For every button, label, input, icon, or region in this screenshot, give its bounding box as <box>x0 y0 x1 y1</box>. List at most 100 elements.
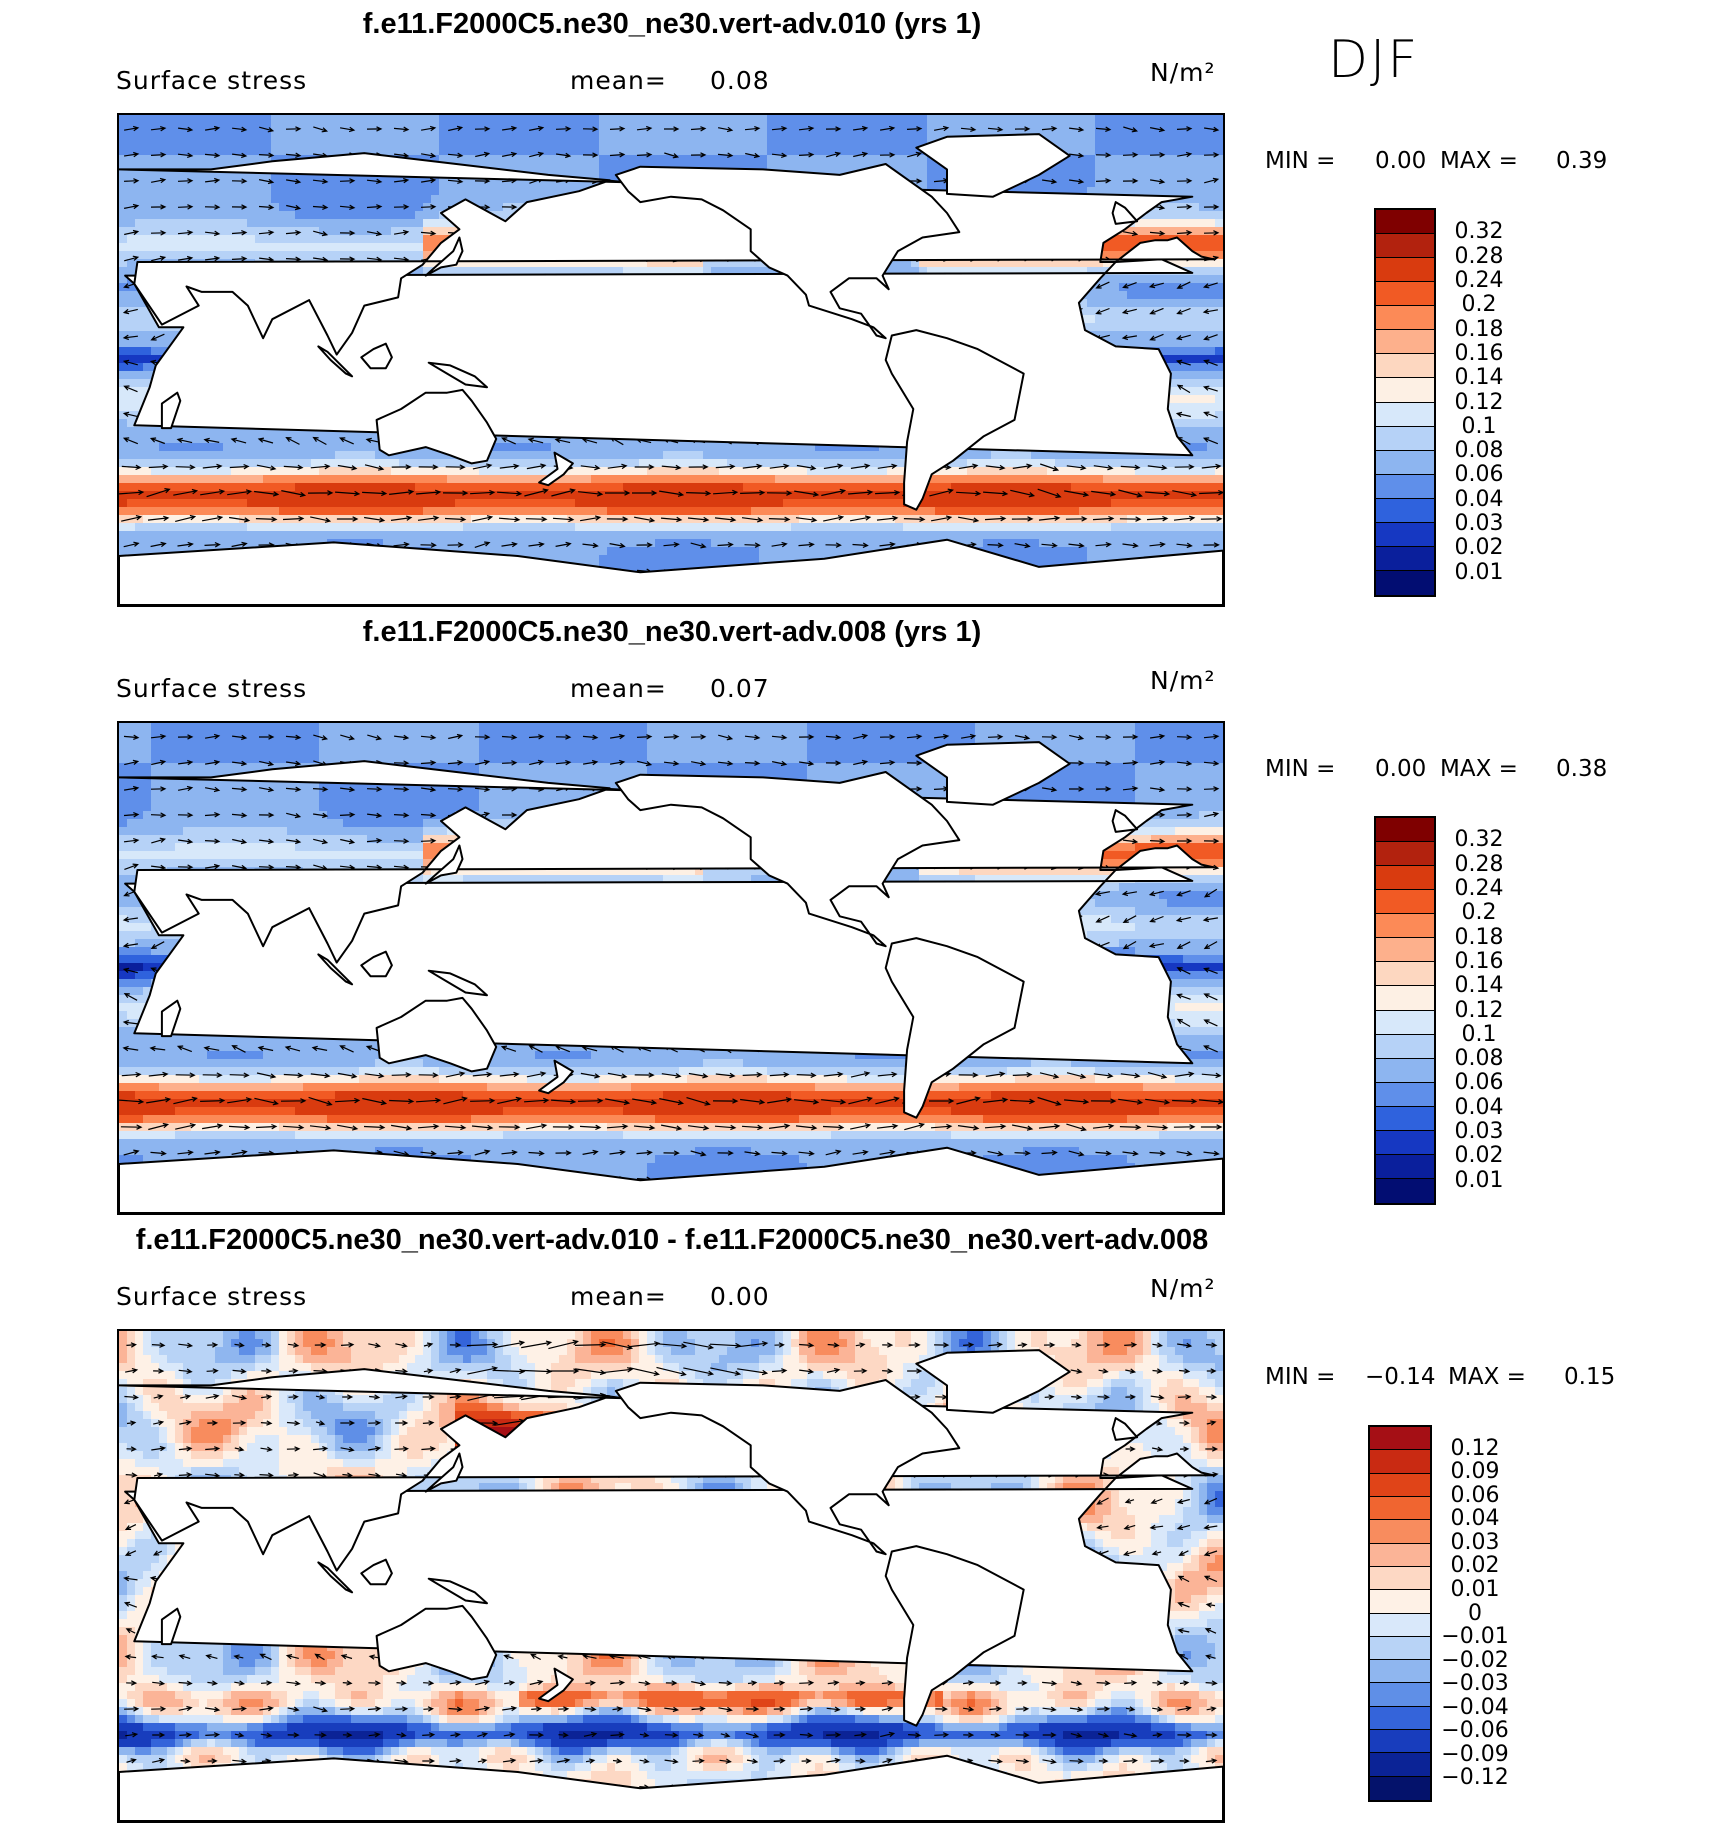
panel-3-max-value: 0.15 <box>1564 1364 1615 1390</box>
colorbar-tick-label: −0.06 <box>1440 1718 1510 1743</box>
colorbar-box <box>1370 1427 1430 1450</box>
panel-3-max-label: MAX = <box>1448 1364 1526 1390</box>
colorbar-tick-label: 0.32 <box>1444 827 1514 852</box>
panel-3-min-label: MIN = <box>1265 1364 1335 1390</box>
panel-2-title: f.e11.F2000C5.ne30_ne30.vert-adv.008 (yr… <box>363 616 982 649</box>
colorbar-tick-label: 0.12 <box>1440 1436 1510 1461</box>
colorbar-tick-label: 0.06 <box>1440 1483 1510 1508</box>
colorbar-box <box>1370 1614 1430 1637</box>
colorbar-tick-label: 0.18 <box>1444 925 1514 950</box>
colorbar-box <box>1370 1683 1430 1706</box>
colorbar-box <box>1376 547 1434 571</box>
colorbar-tick-label: 0.2 <box>1444 900 1514 925</box>
colorbar-tick-label: 0.02 <box>1444 535 1514 560</box>
panel-2-variable-label: Surface stress <box>116 674 307 703</box>
colorbar-tick-label: −0.04 <box>1440 1695 1510 1720</box>
colorbar-box <box>1376 986 1434 1010</box>
colorbar-tick-label: 0 <box>1440 1601 1510 1626</box>
colorbar-tick-label: 0.09 <box>1440 1459 1510 1484</box>
colorbar-tick-label: 0.01 <box>1444 560 1514 585</box>
panel-3-min-value: −0.14 <box>1365 1364 1435 1390</box>
colorbar-box <box>1376 938 1434 962</box>
colorbar-box <box>1370 1497 1430 1520</box>
colorbar-tick-label: 0.03 <box>1444 511 1514 536</box>
colorbar-box <box>1370 1544 1430 1567</box>
colorbar-box <box>1376 1035 1434 1059</box>
panel-2-units: N/m² <box>1150 666 1216 695</box>
panel-3-mean-label: mean= <box>570 1282 667 1311</box>
colorbar-tick-label: −0.12 <box>1440 1765 1510 1790</box>
colorbar-box <box>1376 475 1434 499</box>
colorbar-tick-label: 0.28 <box>1444 852 1514 877</box>
colorbar-tick-label: 0.12 <box>1444 998 1514 1023</box>
colorbar-box <box>1376 1155 1434 1179</box>
colorbar-box <box>1376 1179 1434 1203</box>
colorbar-tick-label: 0.02 <box>1444 1143 1514 1168</box>
colorbar-tick-label: 0.16 <box>1444 949 1514 974</box>
panel-1-title: f.e11.F2000C5.ne30_ne30.vert-adv.010 (yr… <box>363 8 982 41</box>
colorbar-box <box>1370 1520 1430 1543</box>
colorbar-tick-label: 0.03 <box>1444 1119 1514 1144</box>
colorbar-box <box>1370 1450 1430 1473</box>
panel-1-max-label: MAX = <box>1440 148 1518 174</box>
colorbar-box <box>1376 282 1434 306</box>
colorbar-tick-label: 0.1 <box>1444 414 1514 439</box>
colorbar-tick-label: 0.04 <box>1444 487 1514 512</box>
colorbar-box <box>1376 354 1434 378</box>
panel-3-map <box>117 1329 1225 1823</box>
colorbar-box <box>1370 1707 1430 1730</box>
colorbar-tick-label: 0.03 <box>1440 1530 1510 1555</box>
colorbar-box <box>1376 258 1434 282</box>
panel-3-mean-value: 0.00 <box>710 1282 770 1311</box>
panel-3-colorbar <box>1368 1425 1432 1802</box>
panel-1-map <box>117 113 1225 607</box>
colorbar-box <box>1376 818 1434 842</box>
panel-1-colorbar <box>1374 208 1436 597</box>
colorbar-tick-label: 0.24 <box>1444 876 1514 901</box>
colorbar-tick-label: 0.1 <box>1444 1022 1514 1047</box>
colorbar-tick-label: 0.08 <box>1444 1046 1514 1071</box>
colorbar-tick-label: 0.14 <box>1444 365 1514 390</box>
panel-2-min-label: MIN = <box>1265 756 1335 782</box>
map-canvas <box>119 723 1223 1213</box>
colorbar-box <box>1376 962 1434 986</box>
colorbar-box <box>1376 842 1434 866</box>
panel-1-units: N/m² <box>1150 58 1216 87</box>
colorbar-box <box>1376 1011 1434 1035</box>
panel-3-variable-label: Surface stress <box>116 1282 307 1311</box>
colorbar-tick-label: 0.01 <box>1440 1577 1510 1602</box>
panel-1-mean-value: 0.08 <box>710 66 770 95</box>
colorbar-tick-label: −0.09 <box>1440 1742 1510 1767</box>
colorbar-tick-label: 0.18 <box>1444 317 1514 342</box>
colorbar-box <box>1370 1730 1430 1753</box>
colorbar-box <box>1376 499 1434 523</box>
panel-2-mean-value: 0.07 <box>710 674 770 703</box>
colorbar-box <box>1370 1590 1430 1613</box>
colorbar-tick-label: −0.02 <box>1440 1648 1510 1673</box>
colorbar-box <box>1370 1474 1430 1497</box>
panel-3-units: N/m² <box>1150 1274 1216 1303</box>
colorbar-box <box>1376 210 1434 234</box>
map-canvas <box>119 115 1223 605</box>
colorbar-tick-label: 0.01 <box>1444 1168 1514 1193</box>
panel-2-max-value: 0.38 <box>1556 756 1607 782</box>
map-canvas <box>119 1331 1223 1821</box>
colorbar-tick-label: −0.01 <box>1440 1624 1510 1649</box>
colorbar-box <box>1376 1059 1434 1083</box>
colorbar-box <box>1370 1753 1430 1776</box>
colorbar-tick-label: 0.04 <box>1440 1506 1510 1531</box>
colorbar-tick-label: 0.2 <box>1444 292 1514 317</box>
colorbar-tick-label: 0.32 <box>1444 219 1514 244</box>
panel-3-title: f.e11.F2000C5.ne30_ne30.vert-adv.010 - f… <box>136 1224 1209 1257</box>
panel-1-min-label: MIN = <box>1265 148 1335 174</box>
colorbar-tick-label: 0.16 <box>1444 341 1514 366</box>
colorbar-box <box>1376 866 1434 890</box>
colorbar-box <box>1376 234 1434 258</box>
colorbar-tick-label: 0.24 <box>1444 268 1514 293</box>
colorbar-box <box>1376 1083 1434 1107</box>
colorbar-box <box>1376 914 1434 938</box>
panel-2-colorbar <box>1374 816 1436 1205</box>
season-label: DJF <box>1328 30 1419 90</box>
colorbar-box <box>1376 1131 1434 1155</box>
colorbar-box <box>1370 1777 1430 1800</box>
